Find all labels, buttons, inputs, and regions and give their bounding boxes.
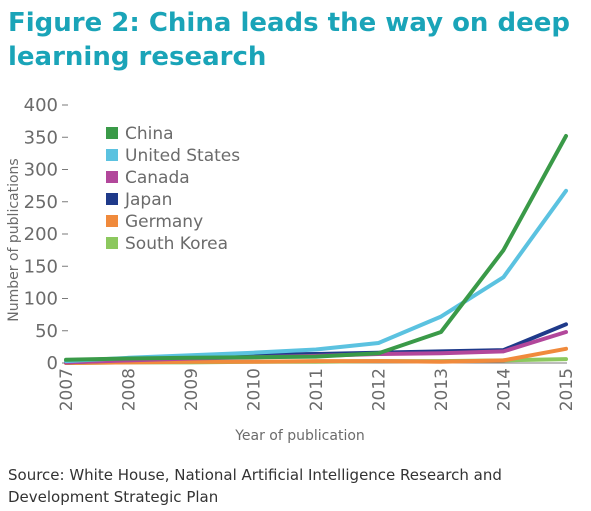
series-line-china	[64, 134, 568, 362]
series-lines	[64, 134, 568, 365]
legend-swatch	[106, 193, 118, 205]
y-tick-label: 250	[24, 192, 58, 213]
x-tick-label: 2008	[120, 368, 140, 411]
legend-swatch	[106, 127, 118, 139]
y-axis-ticks: 0 50 100 150 200 250 300 350 400	[24, 95, 68, 374]
y-tick-label: 400	[24, 95, 58, 116]
y-tick-label: 0	[47, 353, 58, 374]
legend-swatch	[106, 171, 118, 183]
y-tick-label: 350	[24, 127, 58, 148]
x-tick-label: 2011	[307, 368, 327, 411]
x-tick-label: 2007	[57, 368, 77, 411]
source-note: Source: White House, National Artificial…	[8, 466, 502, 506]
x-tick-label: 2009	[182, 368, 202, 411]
y-tick-label: 200	[24, 224, 58, 245]
x-axis-ticks: 2007 2008 2009 2010 2011 2012 2013 2014 2015	[57, 368, 577, 411]
y-tick-label: 300	[24, 160, 58, 181]
x-tick-label: 2013	[432, 368, 452, 411]
y-tick-label: 50	[35, 321, 58, 342]
x-tick-label: 2015	[557, 368, 577, 411]
legend-swatch	[106, 237, 118, 249]
x-tick-label: 2012	[370, 368, 390, 411]
legend-label: Germany	[125, 212, 203, 232]
y-tick-label: 100	[24, 289, 58, 310]
legend-label: China	[125, 124, 174, 144]
y-tick-label: 150	[24, 256, 58, 277]
line-chart: 0 50 100 150 200 250 300 350 400 2007 2008 2009 201…	[6, 95, 577, 444]
legend-label: South Korea	[125, 234, 228, 254]
legend-label: Canada	[125, 168, 190, 188]
series-line-germany	[64, 346, 568, 365]
y-axis-label: Number of publications	[6, 158, 22, 321]
legend-label: Japan	[124, 190, 172, 210]
legend-label: United States	[125, 146, 240, 166]
x-tick-label: 2010	[245, 368, 265, 411]
legend-swatch	[106, 215, 118, 227]
x-tick-label: 2014	[495, 368, 515, 411]
chart-title: Figure 2: China leads the way on deep le…	[8, 8, 570, 72]
x-axis-label: Year of publication	[234, 428, 365, 444]
legend-swatch	[106, 149, 118, 161]
